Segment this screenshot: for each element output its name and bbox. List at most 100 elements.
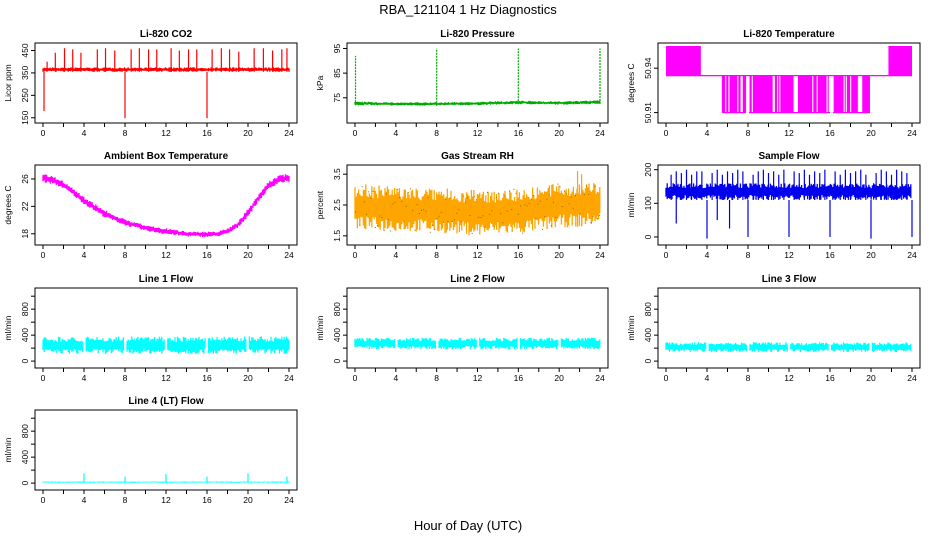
y-axis-title: degrees C bbox=[3, 185, 13, 224]
x-tick-label: 16 bbox=[514, 250, 524, 260]
x-tick-label: 8 bbox=[746, 250, 751, 260]
x-tick-label: 8 bbox=[123, 128, 128, 138]
x-tick-label: 20 bbox=[554, 373, 564, 383]
x-tick-label: 4 bbox=[705, 250, 710, 260]
x-tick-label: 0 bbox=[41, 128, 46, 138]
x-tick-label: 0 bbox=[664, 250, 669, 260]
panel-10: Line 4 (LT) Flow 0 4 8 12 16 20 24 0 400 800 ml/min bbox=[3, 396, 298, 505]
x-tick-label: 0 bbox=[353, 373, 358, 383]
x-tick-label: 12 bbox=[473, 128, 483, 138]
x-tick-label: 24 bbox=[595, 128, 605, 138]
y-tick-label: 95 bbox=[332, 43, 342, 53]
panel-title: Sample Flow bbox=[758, 151, 819, 162]
x-tick-label: 8 bbox=[746, 373, 751, 383]
x-tick-label: 16 bbox=[825, 250, 835, 260]
panel-frame bbox=[346, 42, 609, 124]
figure-title: RBA_121104 1 Hz Diagnostics bbox=[379, 2, 557, 17]
x-tick-label: 24 bbox=[907, 128, 917, 138]
x-tick-label: 4 bbox=[393, 373, 398, 383]
data-band bbox=[665, 183, 912, 200]
data-step-block bbox=[666, 46, 701, 76]
y-tick-label: 350 bbox=[20, 66, 30, 80]
y-tick-label: 0 bbox=[20, 358, 30, 363]
y-axis-title: ml/min bbox=[3, 437, 13, 462]
panel-frame bbox=[34, 287, 298, 369]
panel-frame bbox=[346, 287, 609, 369]
y-tick-label: 400 bbox=[332, 328, 342, 342]
x-tick-label: 4 bbox=[82, 250, 87, 260]
data-step-toggles bbox=[721, 75, 747, 113]
x-tick-label: 0 bbox=[41, 373, 46, 383]
x-tick-label: 16 bbox=[825, 373, 835, 383]
panel-title: Line 4 (LT) Flow bbox=[128, 396, 204, 407]
y-axis-title: percent bbox=[315, 190, 325, 219]
y-tick-label: 18 bbox=[20, 229, 30, 239]
panel-4: Ambient Box Temperature 0 4 8 12 16 20 24 18 22 26… bbox=[3, 151, 298, 260]
y-tick-label: 75 bbox=[332, 93, 342, 103]
x-tick-label: 16 bbox=[202, 495, 212, 505]
x-tick-label: 0 bbox=[664, 128, 669, 138]
panel-title: Li-820 CO2 bbox=[140, 29, 193, 40]
x-tick-label: 12 bbox=[784, 128, 794, 138]
y-axis-title: ml/min bbox=[315, 315, 325, 340]
y-tick-label: 400 bbox=[643, 328, 653, 342]
x-tick-label: 8 bbox=[434, 373, 439, 383]
data-band bbox=[354, 100, 601, 106]
x-tick-label: 4 bbox=[705, 128, 710, 138]
x-tick-label: 16 bbox=[202, 373, 212, 383]
x-tick-label: 12 bbox=[161, 373, 171, 383]
data-band bbox=[354, 337, 601, 350]
panel-title: Line 1 Flow bbox=[139, 274, 194, 285]
x-tick-label: 16 bbox=[514, 128, 524, 138]
x-tick-label: 20 bbox=[866, 128, 876, 138]
y-tick-label: 26 bbox=[20, 174, 30, 184]
panel-8: Line 2 Flow 0 4 8 12 16 20 24 0 400 800 ml/min bbox=[315, 274, 609, 383]
data-step-toggles bbox=[749, 75, 829, 113]
panel-5: Gas Stream RH 0 4 8 12 16 20 24 1.5 2.5 3.5 percent bbox=[315, 151, 609, 260]
y-axis-title: degrees C bbox=[626, 63, 636, 102]
y-tick-label: 800 bbox=[20, 302, 30, 316]
y-tick-label: 0 bbox=[20, 480, 30, 485]
panel-title: Li-820 Temperature bbox=[743, 29, 835, 40]
y-tick-label: 1.5 bbox=[332, 230, 342, 242]
x-tick-label: 4 bbox=[705, 373, 710, 383]
y-tick-label: 50.94 bbox=[643, 57, 653, 79]
data-band bbox=[42, 336, 290, 354]
y-tick-label: 100 bbox=[643, 196, 653, 210]
y-tick-label: 0 bbox=[643, 234, 653, 239]
x-tick-label: 20 bbox=[243, 495, 253, 505]
panel-title: Gas Stream RH bbox=[441, 151, 514, 162]
x-tick-label: 16 bbox=[825, 128, 835, 138]
y-tick-label: 450 bbox=[20, 43, 30, 57]
y-tick-label: 3.5 bbox=[332, 168, 342, 180]
data-step-block bbox=[888, 46, 912, 76]
x-tick-label: 24 bbox=[284, 495, 294, 505]
y-tick-label: 800 bbox=[20, 424, 30, 438]
panel-2: Li-820 Pressure 0 4 8 12 16 20 24 75 85 95 kPa bbox=[315, 29, 609, 138]
x-tick-label: 4 bbox=[82, 128, 87, 138]
data-step-toggles bbox=[833, 75, 870, 113]
x-tick-label: 24 bbox=[907, 250, 917, 260]
y-tick-label: 150 bbox=[20, 110, 30, 124]
x-tick-label: 12 bbox=[161, 128, 171, 138]
x-tick-label: 20 bbox=[243, 250, 253, 260]
data-band bbox=[42, 67, 290, 72]
y-tick-label: 2.5 bbox=[332, 199, 342, 211]
panel-1: Li-820 CO2 0 4 8 12 16 20 24 150 250 350 450 Licor p… bbox=[3, 29, 298, 138]
y-axis-title: Licor ppm bbox=[3, 64, 13, 101]
x-tick-label: 24 bbox=[907, 373, 917, 383]
y-axis-title: ml/min bbox=[3, 315, 13, 340]
panel-6: Sample Flow 0 4 8 12 16 20 24 0 100 200 ml/min bbox=[626, 151, 921, 260]
y-tick-label: 22 bbox=[20, 201, 30, 211]
x-tick-label: 8 bbox=[746, 128, 751, 138]
x-tick-label: 24 bbox=[284, 373, 294, 383]
x-axis-label: Hour of Day (UTC) bbox=[413, 518, 523, 533]
x-tick-label: 8 bbox=[123, 250, 128, 260]
y-tick-label: 200 bbox=[643, 162, 653, 176]
y-tick-label: 0 bbox=[332, 358, 342, 363]
x-tick-label: 4 bbox=[82, 373, 87, 383]
x-tick-label: 12 bbox=[161, 250, 171, 260]
x-tick-label: 24 bbox=[595, 250, 605, 260]
x-tick-label: 20 bbox=[554, 128, 564, 138]
